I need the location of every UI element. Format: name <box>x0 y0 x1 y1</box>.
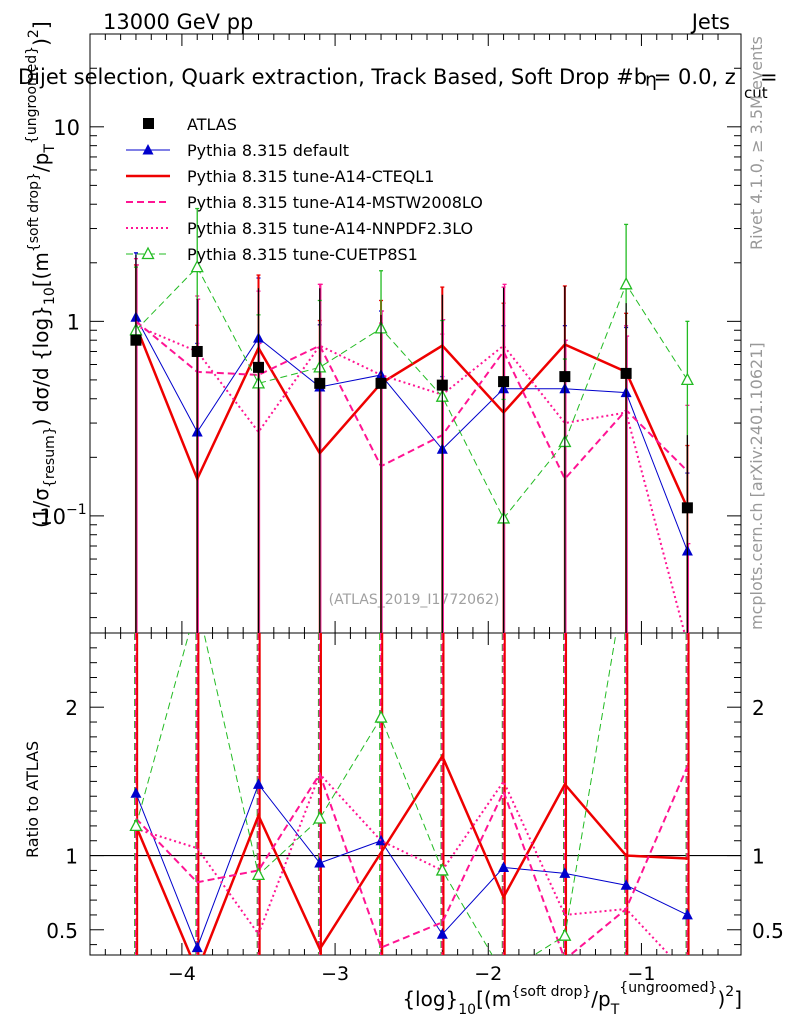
series-marker-cuetp <box>129 818 143 832</box>
series-line-default <box>135 316 688 552</box>
series-marker-default <box>559 867 571 878</box>
series-marker-default <box>191 941 203 953</box>
y-tick-exponent: −1 <box>66 502 87 518</box>
ratio-y-tick-label: 1 <box>65 845 78 869</box>
ratio-y-tick-label-right: 2 <box>752 696 765 720</box>
series-marker-cuetp <box>251 867 266 881</box>
legend-marker-cuetp <box>141 246 155 260</box>
legend-label-default: Pythia 8.315 default <box>187 141 349 160</box>
series-marker-default <box>314 857 326 868</box>
y-tick-label: 10 <box>39 505 66 529</box>
atlas-data-point <box>620 367 632 379</box>
series-line-mstw <box>135 766 689 955</box>
legend-label-mstw: Pythia 8.315 tune-A14-MSTW2008LO <box>187 193 483 212</box>
ratio-y-tick-label-right: 0.5 <box>752 919 784 943</box>
ratio-ylabel: Ratio to ATLAS <box>23 741 42 858</box>
x-tick-label: −2 <box>474 963 502 985</box>
series-marker-cuetp <box>680 372 694 386</box>
series-line-cuetp <box>135 266 688 520</box>
atlas-data-point <box>559 371 571 383</box>
legend-label-cuetp: Pythia 8.315 tune-CUETP8S1 <box>187 245 418 264</box>
series-marker-cuetp <box>190 259 204 273</box>
energy-label: 13000 GeV pp <box>103 10 253 34</box>
x-tick-label: −1 <box>627 963 655 985</box>
series-marker-cuetp <box>313 811 327 824</box>
series-marker-cuetp <box>619 276 633 290</box>
series-marker-default <box>252 778 264 789</box>
series-marker-cuetp <box>435 863 449 876</box>
legend-marker-atlas <box>143 118 154 129</box>
main-series <box>129 207 694 633</box>
series-marker-cuetp <box>558 928 572 941</box>
legend: ATLAS Pythia 8.315 default Pythia 8.315 tu… <box>126 115 483 264</box>
atlas-data-point <box>252 361 264 373</box>
category-label: Jets <box>690 10 730 34</box>
ratio-series <box>90 633 741 955</box>
series-marker-default <box>681 908 693 920</box>
legend-label-cteql1: Pythia 8.315 tune-A14-CTEQL1 <box>187 167 434 186</box>
atlas-data-point <box>436 379 448 391</box>
series-line-nnpdf <box>135 772 671 955</box>
atlas-data-point <box>375 377 387 389</box>
series-marker-default <box>498 861 510 872</box>
series-line-cuetp <box>135 633 617 955</box>
x-tick-label: −4 <box>168 963 196 985</box>
selection-title: Dijet selection, Quark extraction, Track… <box>18 65 736 89</box>
y-tick-label: 10 <box>53 116 80 140</box>
series-marker-default <box>436 928 448 939</box>
analysis-watermark: (ATLAS_2019_I1772062) <box>329 592 500 608</box>
series-marker-cuetp <box>374 710 388 723</box>
series-line-default <box>135 783 688 949</box>
atlas-data-point <box>498 376 510 388</box>
legend-marker-default <box>142 144 154 155</box>
atlas-data-point <box>314 377 326 389</box>
series-line-mstw <box>135 320 689 481</box>
series-line-cteql1 <box>134 753 688 955</box>
series-marker-default <box>620 879 632 890</box>
legend-label-nnpdf: Pythia 8.315 tune-A14-NNPDF2.3LO <box>187 219 473 238</box>
rivet-label: Rivet 4.1.0, ≥ 3.5M events <box>747 36 766 250</box>
atlas-data-point <box>191 345 203 357</box>
ratio-y-tick-label: 0.5 <box>46 919 78 943</box>
main-ylabel: (1/σ{resum}) dσ/d {log}10[(m{soft drop}/… <box>24 21 58 528</box>
ratio-y-tick-label: 2 <box>65 696 78 720</box>
mcplots-label: mcplots.cern.ch [arXiv:2401.10621] <box>747 342 766 630</box>
y-tick-label: 1 <box>67 310 80 334</box>
ratio-panel-frame <box>89 632 742 956</box>
atlas-data-point <box>681 502 693 514</box>
series-marker-default <box>130 787 142 798</box>
x-tick-label: −3 <box>321 963 349 985</box>
zcut-subscript: cut <box>744 84 768 102</box>
atlas-data-point <box>130 334 142 346</box>
series-line-cteql1 <box>134 325 689 509</box>
ratio-y-tick-label-right: 1 <box>752 845 765 869</box>
eta-label: η <box>645 69 657 91</box>
legend-label-atlas: ATLAS <box>187 115 237 134</box>
xlabel: {log}10[(m{soft drop}/pT{ungroomed})2] <box>402 980 742 1018</box>
zcut-suffix: = <box>760 65 778 89</box>
